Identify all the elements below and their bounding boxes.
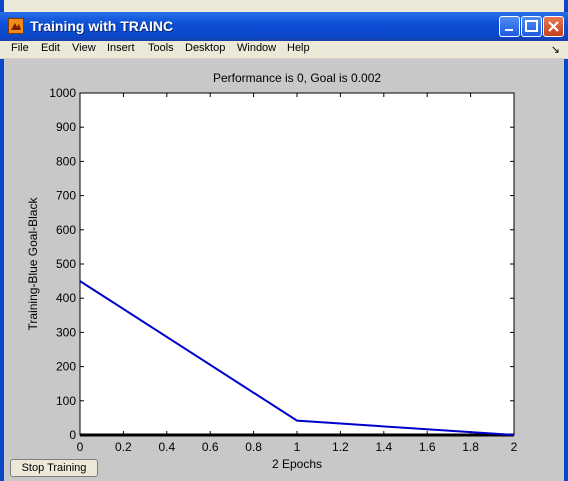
x-tick-label: 1.4	[375, 440, 392, 454]
y-tick-label: 0	[69, 428, 76, 442]
menu-bar: File Edit View Insert Tools Desktop Wind…	[0, 41, 568, 59]
y-tick-label: 200	[56, 360, 76, 374]
menu-tools[interactable]: Tools	[148, 42, 174, 54]
x-tick-label: 1	[294, 440, 301, 454]
title-bar[interactable]: Training with TRAINC	[0, 12, 568, 41]
y-tick-label: 600	[56, 223, 76, 237]
x-tick-label: 0.6	[202, 440, 219, 454]
x-tick-label: 0.2	[115, 440, 132, 454]
menu-file[interactable]: File	[11, 42, 29, 54]
x-tick-label: 0	[77, 440, 84, 454]
x-tick-label: 1.2	[332, 440, 349, 454]
x-tick-label: 1.8	[462, 440, 479, 454]
close-button[interactable]	[543, 16, 564, 37]
y-tick-label: 500	[56, 257, 76, 271]
y-tick-label: 300	[56, 325, 76, 339]
x-axis-label: 2 Epochs	[272, 457, 322, 471]
x-tick-label: 0.8	[245, 440, 262, 454]
y-tick-label: 900	[56, 120, 76, 134]
menu-edit[interactable]: Edit	[41, 42, 60, 54]
training-series-line	[79, 280, 515, 436]
maximize-button[interactable]	[521, 16, 542, 37]
y-tick-label: 700	[56, 189, 76, 203]
menu-window[interactable]: Window	[237, 42, 277, 54]
menu-insert[interactable]: Insert	[107, 42, 135, 54]
y-tick-label: 100	[56, 394, 76, 408]
menu-view[interactable]: View	[72, 42, 96, 54]
window-border-left	[0, 0, 4, 481]
y-tick-label: 400	[56, 291, 76, 305]
y-axis-label: Training-Blue Goal-Black	[26, 197, 40, 331]
plot-axes-box	[79, 92, 515, 436]
matlab-icon	[8, 18, 24, 34]
x-tick-label: 2	[511, 440, 518, 454]
x-tick-label: 1.6	[419, 440, 436, 454]
menu-desktop[interactable]: Desktop	[185, 42, 226, 54]
y-tick-label: 800	[56, 154, 76, 168]
x-tick-label: 0.4	[158, 440, 175, 454]
y-tick-label: 1000	[49, 86, 76, 100]
dock-arrow-icon[interactable]: ↘	[550, 44, 560, 56]
minimize-button[interactable]	[499, 16, 520, 37]
chart-title: Performance is 0, Goal is 0.002	[213, 71, 381, 85]
window-border-right	[564, 0, 568, 481]
stop-training-button[interactable]: Stop Training	[10, 459, 98, 477]
window-title: Training with TRAINC	[30, 18, 174, 34]
menu-help[interactable]: Help	[287, 42, 310, 54]
